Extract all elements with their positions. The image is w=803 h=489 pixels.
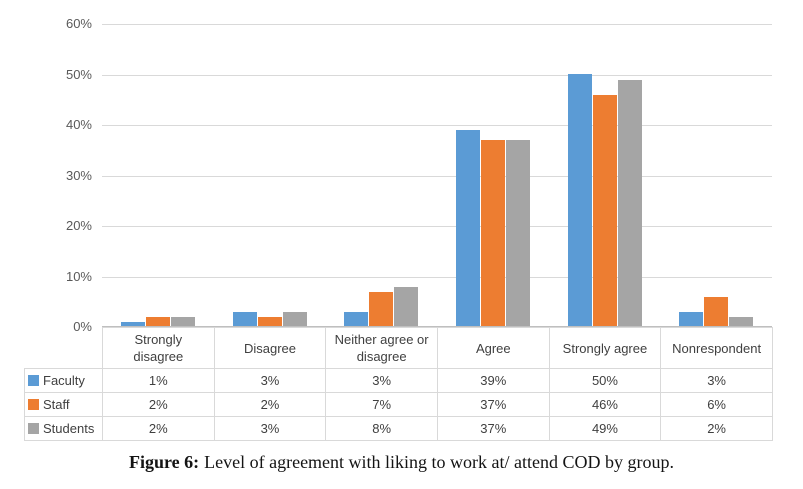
col-header-cell: Neither agree or disagree [325, 327, 438, 369]
legend-cell-faculty: Faculty [24, 368, 103, 393]
legend-label: Staff [43, 397, 70, 412]
legend-swatch-staff [28, 399, 39, 410]
legend-cell-students: Students [24, 416, 103, 441]
col-header-cell: Agree [436, 327, 550, 369]
bar-staff [704, 297, 729, 327]
bar-students [617, 80, 642, 327]
bar-faculty [679, 312, 704, 327]
bar-group [437, 24, 549, 327]
value-cell: 1% [102, 368, 215, 393]
col-header-cell: Strongly agree [548, 327, 662, 369]
value-cell: 2% [213, 392, 327, 417]
y-axis-tick-label: 30% [65, 167, 92, 183]
bar-faculty [232, 312, 257, 327]
table-row: Students 2% 3% 8% 37% 49% 2% [24, 416, 773, 441]
caption-label: Figure 6: [128, 452, 200, 472]
caption-text: Level of agreement with liking to work a… [204, 452, 675, 472]
gridline-60% [102, 24, 772, 25]
value-cell: 8% [325, 416, 438, 441]
bar-staff [369, 292, 394, 327]
bar-group [549, 24, 661, 327]
value-cell: 50% [548, 368, 662, 393]
col-header-cell: Disagree [213, 327, 327, 369]
bar-groups-container [102, 24, 772, 327]
legend-swatch-students [28, 423, 39, 434]
bar-students [282, 312, 307, 327]
value-cell: 3% [213, 416, 327, 441]
value-cell: 49% [548, 416, 662, 441]
bar-students [729, 317, 754, 327]
table-corner-cell [25, 328, 103, 369]
data-table-body: Faculty 1% 3% 3% 39% 50% 3% Staff 2% 2% 7% 37% 46% 6%… [24, 368, 773, 441]
gridline-10% [102, 276, 772, 278]
table-row: Faculty 1% 3% 3% 39% 50% 3% [24, 368, 773, 393]
y-axis-tick-label: 60% [65, 16, 92, 31]
table-row: Staff 2% 2% 7% 37% 46% 6% [24, 392, 773, 417]
plot-area [102, 24, 772, 327]
legend-swatch-faculty [28, 375, 39, 386]
bar-staff [592, 95, 617, 327]
value-cell: 37% [436, 392, 550, 417]
value-cell: 2% [102, 392, 215, 417]
value-cell: 37% [436, 416, 550, 441]
value-cell: 46% [548, 392, 662, 417]
value-cell: 3% [660, 368, 773, 393]
bar-group [660, 24, 772, 327]
value-cell: 2% [660, 416, 773, 441]
bar-group [325, 24, 437, 327]
data-table: Strongly disagree Disagree Neither agree o… [24, 327, 773, 441]
gridline-30% [102, 175, 772, 177]
x-axis-line [102, 326, 772, 327]
gridline-40% [102, 125, 772, 126]
bar-faculty [455, 130, 480, 327]
y-axis-tick-label: 10% [65, 268, 92, 284]
legend-cell-staff: Staff [24, 392, 103, 417]
y-axis-tick-label: 20% [65, 218, 92, 233]
bar-students [505, 140, 530, 327]
value-cell: 3% [325, 368, 438, 393]
value-cell: 39% [436, 368, 550, 393]
bar-group [102, 24, 214, 327]
y-axis-tick-label: 40% [65, 117, 92, 132]
data-table-head: Strongly disagree Disagree Neither agree o… [25, 327, 773, 369]
col-header-cell: Nonrespondent [660, 327, 773, 369]
bar-staff [257, 317, 282, 327]
y-axis-tick-label: 50% [65, 66, 92, 82]
bar-students [394, 287, 419, 327]
bar-faculty [567, 74, 592, 327]
bar-staff [145, 317, 170, 327]
value-cell: 7% [325, 392, 438, 417]
chart-region: 0% 10% 20% 30% 40% 50% 60% [65, 16, 772, 334]
gridline-50% [102, 74, 772, 76]
bar-staff [480, 140, 505, 327]
value-cell: 2% [102, 416, 215, 441]
bar-faculty [120, 322, 145, 327]
y-axis-tick-label: 0% [73, 319, 92, 334]
figure-caption: Figure 6: Level of agreement with liking … [0, 449, 803, 475]
legend-label: Students [43, 421, 95, 436]
col-header-cell: Strongly disagree [102, 327, 215, 369]
bar-faculty [344, 312, 369, 327]
legend-label: Faculty [43, 373, 85, 388]
bar-students [170, 317, 195, 327]
bar-group [214, 24, 326, 327]
value-cell: 3% [213, 368, 327, 393]
value-cell: 6% [660, 392, 773, 417]
table-header-row: Strongly disagree Disagree Neither agree o… [25, 327, 773, 369]
gridline-20% [102, 226, 772, 227]
